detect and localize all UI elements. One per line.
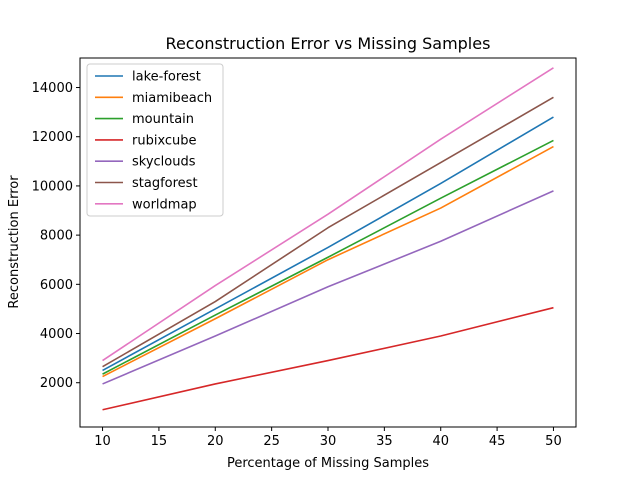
x-axis-label: Percentage of Missing Samples bbox=[227, 456, 429, 471]
y-tick-label: 2000 bbox=[40, 376, 73, 391]
series-line-mountain bbox=[102, 139, 554, 375]
series-line-lake-forest bbox=[102, 116, 554, 372]
x-axis-ticks: 10 15 20 25 30 35 40 45 50 bbox=[94, 427, 562, 449]
legend-label: stagforest bbox=[132, 176, 198, 191]
series-line-worldmap bbox=[102, 67, 554, 362]
y-axis-ticks: 2000 4000 6000 8000 10000 12000 14000 bbox=[32, 81, 80, 391]
series-line-miamibeach bbox=[102, 145, 554, 378]
y-tick-label: 8000 bbox=[40, 229, 73, 244]
x-tick-label: 30 bbox=[320, 434, 337, 449]
x-tick-label: 10 bbox=[94, 434, 111, 449]
y-tick-label: 14000 bbox=[32, 81, 73, 96]
y-tick-label: 10000 bbox=[32, 179, 73, 194]
legend-label: worldmap bbox=[132, 197, 197, 212]
legend-item-rubixcube: rubixcube bbox=[95, 133, 197, 148]
legend-label: lake-forest bbox=[132, 70, 201, 85]
x-tick-label: 25 bbox=[263, 434, 280, 449]
x-tick-label: 20 bbox=[207, 434, 224, 449]
legend-label: mountain bbox=[132, 112, 194, 127]
legend-item-mountain: mountain bbox=[95, 112, 194, 127]
y-tick-label: 6000 bbox=[40, 278, 73, 293]
legend-item-miamibeach: miamibeach bbox=[95, 91, 212, 106]
legend-items: lake-forest miamibeach mountain rubixcube sk… bbox=[95, 70, 212, 212]
legend-item-worldmap: worldmap bbox=[95, 197, 197, 212]
y-tick-label: 4000 bbox=[40, 327, 73, 342]
y-axis-label: Reconstruction Error bbox=[7, 175, 22, 309]
y-tick-label: 12000 bbox=[32, 130, 73, 145]
legend-label: rubixcube bbox=[132, 133, 197, 148]
series-line-rubixcube bbox=[102, 306, 554, 411]
x-tick-label: 50 bbox=[545, 434, 562, 449]
legend: lake-forest miamibeach mountain rubixcube sk… bbox=[86, 63, 224, 217]
legend-label: miamibeach bbox=[132, 91, 212, 106]
x-tick-label: 35 bbox=[376, 434, 393, 449]
series-line-stagforest bbox=[102, 96, 554, 368]
series-line-skyclouds bbox=[102, 190, 554, 385]
x-tick-label: 15 bbox=[151, 434, 168, 449]
legend-item-stagforest: stagforest bbox=[95, 176, 198, 191]
legend-box bbox=[86, 63, 224, 217]
series-layer bbox=[102, 67, 554, 411]
legend-item-lake-forest: lake-forest bbox=[95, 70, 201, 85]
legend-label: skyclouds bbox=[132, 155, 196, 170]
x-tick-label: 40 bbox=[432, 434, 449, 449]
x-tick-label: 45 bbox=[489, 434, 506, 449]
legend-item-skyclouds: skyclouds bbox=[95, 155, 196, 170]
chart-title: Reconstruction Error vs Missing Samples bbox=[166, 34, 491, 53]
